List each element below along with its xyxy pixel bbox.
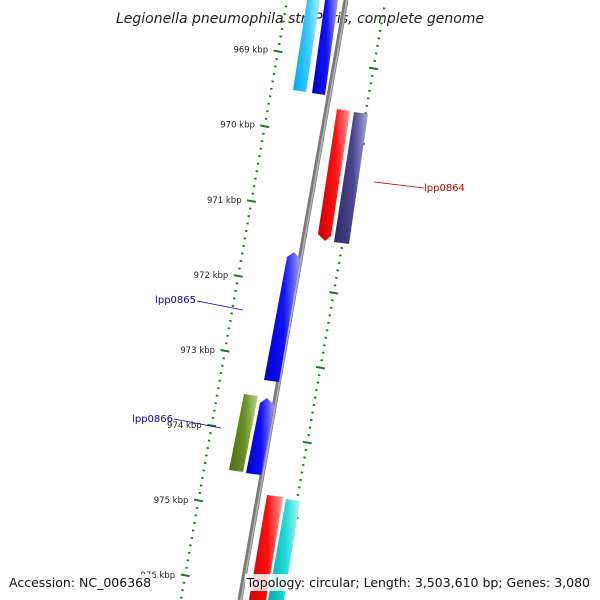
minor-tick <box>307 433 310 437</box>
minor-tick <box>340 246 344 250</box>
gene-feature-blue-small <box>246 398 274 475</box>
gene-feature-blue-lpp0865 <box>264 252 300 382</box>
major-tick <box>368 66 379 71</box>
minor-tick <box>246 222 249 225</box>
minor-tick <box>277 42 281 46</box>
minor-tick <box>270 87 273 90</box>
gene-feature-red-bottom <box>249 495 283 600</box>
minor-tick <box>205 454 208 457</box>
tick-label: 971 kbp <box>207 196 242 206</box>
gene-label-lpp0866[interactable]: lpp0866 <box>132 414 173 425</box>
major-tick <box>273 49 283 54</box>
tick-label: 970 kbp <box>220 121 255 131</box>
gene-label-connectors <box>173 181 425 429</box>
minor-tick <box>299 478 302 482</box>
accession-text: Accession: NC_006368 <box>7 574 154 591</box>
minor-tick <box>220 364 224 367</box>
minor-tick <box>181 589 184 592</box>
tick-label: 972 kbp <box>194 271 229 281</box>
major-tick <box>193 498 204 503</box>
minor-tick <box>262 132 265 135</box>
gene-feature-olive-lpp0866 <box>229 394 258 472</box>
minor-tick <box>254 177 257 180</box>
tick-label: 974 kbp <box>167 421 202 431</box>
tick-labels: 969 kbp 970 kbp 971 kbp 972 kbp 973 kbp 974 k… <box>140 46 268 581</box>
minor-tick <box>324 336 328 339</box>
minor-tick <box>189 544 192 547</box>
gene-feature-red-lpp0864 <box>318 109 350 241</box>
gene-feature-slate <box>334 112 368 244</box>
minor-tick <box>238 267 241 270</box>
minor-tick <box>228 319 232 322</box>
major-tick <box>315 365 326 370</box>
minor-tick <box>230 312 233 315</box>
minor-tick <box>213 409 216 412</box>
tick-label: 969 kbp <box>233 46 268 56</box>
major-tick <box>260 124 270 129</box>
major-tick <box>329 291 339 295</box>
minor-tick <box>364 112 367 115</box>
major-tick <box>246 199 257 203</box>
minor-tick <box>323 344 326 347</box>
topology-text: Topology: circular; Length: 3,503,610 bp… <box>244 574 592 591</box>
major-tick <box>233 274 243 278</box>
map-title: Legionella pneumophila str. Paris, compl… <box>116 11 484 27</box>
gene-label-lpp0864[interactable]: lpp0864 <box>424 183 465 194</box>
tick-label: 975 kbp <box>154 496 189 506</box>
major-tick <box>180 573 190 578</box>
tick-label: 973 kbp <box>180 346 215 356</box>
gene-feature-blue-top <box>312 0 338 95</box>
major-tick <box>302 440 312 445</box>
gene-features <box>229 0 368 600</box>
gene-feature-cyan-top <box>293 0 320 92</box>
major-tick <box>207 423 217 428</box>
gene-label-lpp0865[interactable]: lpp0865 <box>155 295 196 306</box>
tick-label: 976 kbp <box>140 571 175 581</box>
major-tick <box>220 349 230 353</box>
minor-tick <box>315 389 318 392</box>
minor-tick <box>380 22 383 25</box>
